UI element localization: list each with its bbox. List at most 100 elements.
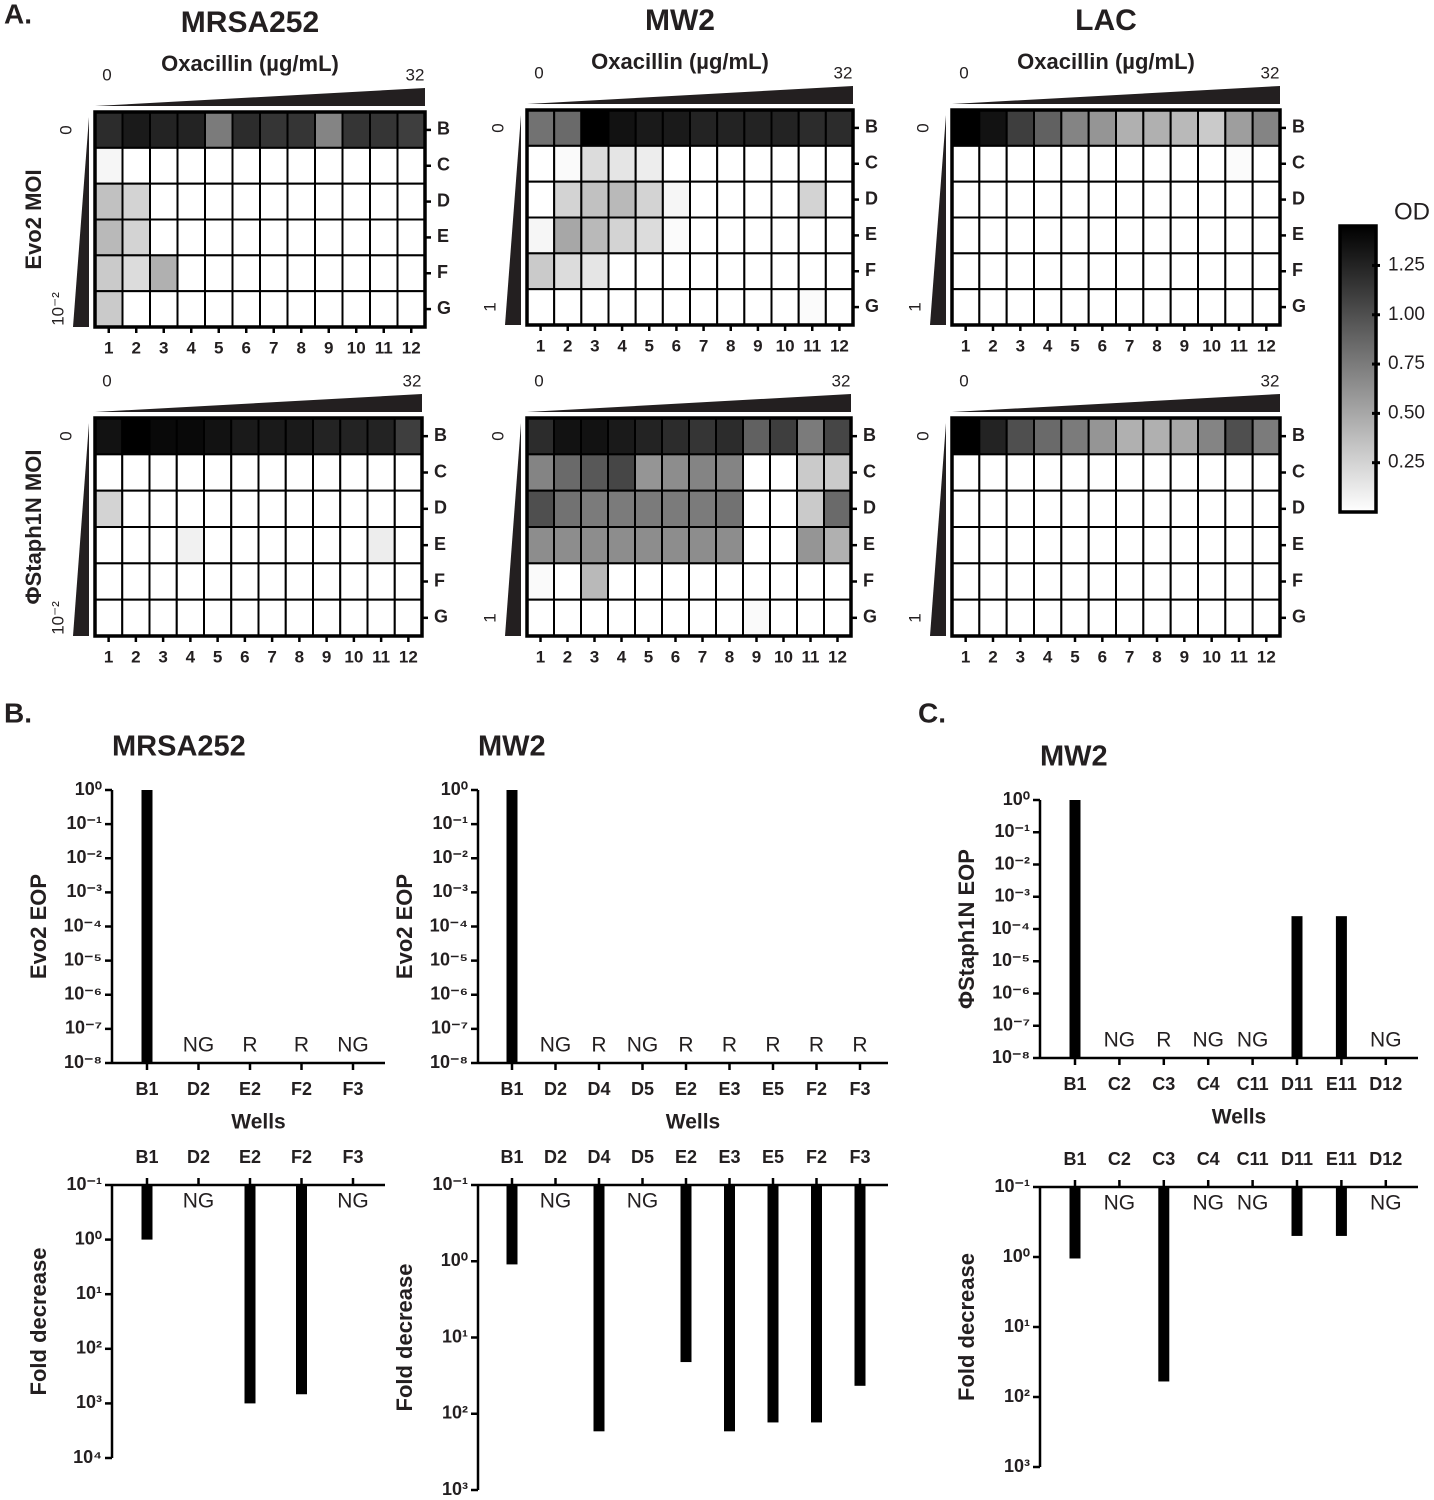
heatmap-cell — [1197, 526, 1227, 565]
heatmap-cell — [231, 290, 261, 328]
heatmap-cell — [203, 526, 233, 565]
y-tick-label: 10⁻⁸ — [992, 1047, 1030, 1067]
row-label: D — [437, 190, 450, 210]
heatmap-cell — [1197, 144, 1227, 183]
heatmap-cell — [341, 290, 371, 328]
bar — [854, 1185, 866, 1386]
x-tick-label: E5 — [762, 1079, 784, 1099]
column-label: 11 — [1230, 336, 1248, 355]
x-tick-label: C11 — [1237, 1149, 1269, 1169]
heatmap-cell — [393, 417, 423, 456]
gradient-end: 1 — [905, 302, 924, 311]
heatmap-cell — [1115, 216, 1145, 255]
heatmap-cell — [526, 252, 556, 291]
column-label: 2 — [131, 647, 140, 666]
column-label: 12 — [1257, 336, 1276, 355]
row-label: E — [437, 226, 449, 246]
x-tick-label: D11 — [1281, 1074, 1313, 1094]
heatmap-cell — [396, 290, 426, 328]
x-tick-label: C2 — [1108, 1149, 1131, 1169]
heatmap-cell — [176, 218, 206, 257]
y-tick-label: 10⁻² — [432, 847, 468, 867]
y-tick-label: 10⁰ — [75, 779, 102, 799]
y-tick-label: 10⁻¹ — [66, 813, 102, 833]
heatmap-cell — [339, 417, 369, 456]
heatmap-title: LAC — [1075, 4, 1137, 37]
column-label: 9 — [324, 338, 333, 357]
heatmap-cell — [341, 146, 371, 185]
gradient-start: 0 — [959, 371, 968, 390]
heatmap-cell — [661, 562, 690, 601]
gradient-wedge — [95, 394, 422, 412]
panel-label: A. — [4, 0, 32, 29]
heatmap-cell — [661, 109, 691, 147]
gradient-wedge — [73, 117, 89, 327]
y-tick-label: 10⁻² — [66, 847, 102, 867]
value-label: NG — [1237, 1029, 1269, 1052]
heatmap-cell — [823, 453, 852, 492]
heatmap-border — [950, 108, 1282, 327]
heatmap-cell — [634, 598, 663, 638]
value-label: NG — [1192, 1192, 1224, 1215]
heatmap-cell — [203, 453, 233, 492]
heatmap-cell — [121, 218, 151, 257]
heatmap-cell — [396, 146, 426, 185]
heatmap-cell — [978, 288, 1008, 326]
heatmap-cell — [1115, 417, 1145, 456]
heatmap-cell — [393, 453, 423, 492]
heatmap-cell — [1169, 417, 1199, 456]
heatmap-cell — [770, 109, 800, 147]
row-label: E — [1292, 224, 1304, 244]
heatmap-cell — [286, 218, 316, 257]
gradient-end: 1 — [480, 613, 499, 622]
heatmap-cell — [121, 417, 151, 456]
heatmap-cell — [94, 598, 124, 638]
gradient-wedge — [930, 423, 946, 636]
gradient-start: 0 — [534, 63, 543, 82]
bar — [593, 1185, 605, 1432]
x-tick-label: E2 — [675, 1079, 697, 1099]
heatmap-cell — [553, 216, 583, 255]
heatmap-cell — [1087, 562, 1117, 601]
heatmap-cell — [951, 180, 981, 219]
column-label: 11 — [375, 338, 393, 357]
heatmap-cell — [1224, 180, 1254, 219]
heatmap-cell — [203, 562, 233, 601]
y-axis-label: Evo2 EOP — [392, 874, 417, 979]
heatmap-cell — [1197, 252, 1227, 291]
gradient-start: 0 — [913, 431, 932, 440]
heatmap-cell — [259, 182, 289, 221]
y-axis-label: ΦStaph1N MOI — [21, 450, 46, 605]
heatmap-cell — [1251, 598, 1281, 638]
value-label: R — [242, 1034, 257, 1057]
heatmap-cell — [1005, 180, 1036, 219]
heatmap-cell — [1115, 109, 1145, 147]
heatmap-cell — [607, 598, 636, 638]
value-label: R — [294, 1034, 309, 1057]
y-tick-label: 10⁻⁸ — [64, 1052, 102, 1072]
y-tick-label: 10¹ — [1004, 1316, 1030, 1336]
bar — [1335, 1187, 1347, 1236]
heatmap-cell — [121, 182, 151, 221]
heatmap-cell — [1060, 598, 1090, 638]
x-tick-label: F3 — [849, 1079, 870, 1099]
heatmap-cell — [1251, 453, 1281, 492]
value-label: NG — [1104, 1029, 1136, 1052]
y-axis-label: Evo2 EOP — [26, 874, 51, 979]
heatmap-cell — [1169, 489, 1199, 528]
x-tick-label: B1 — [1063, 1149, 1086, 1169]
colorbar-tick-label: 1.25 — [1388, 254, 1425, 275]
heatmap-cell — [1169, 180, 1199, 219]
y-tick-label: 10⁻¹ — [432, 1174, 468, 1194]
y-tick-label: 10⁻⁷ — [993, 1015, 1030, 1035]
heatmap-cell — [951, 417, 981, 456]
heatmap-cell — [951, 453, 981, 492]
heatmap-cell — [1033, 453, 1063, 492]
chart-title: MRSA252 — [112, 731, 246, 763]
x-tick-label: E5 — [762, 1147, 784, 1167]
heatmap-cell — [121, 598, 151, 638]
heatmap-cell — [1251, 180, 1281, 219]
heatmap-cell — [796, 562, 825, 601]
heatmap-cell — [823, 598, 852, 638]
heatmap-cell — [796, 489, 825, 528]
